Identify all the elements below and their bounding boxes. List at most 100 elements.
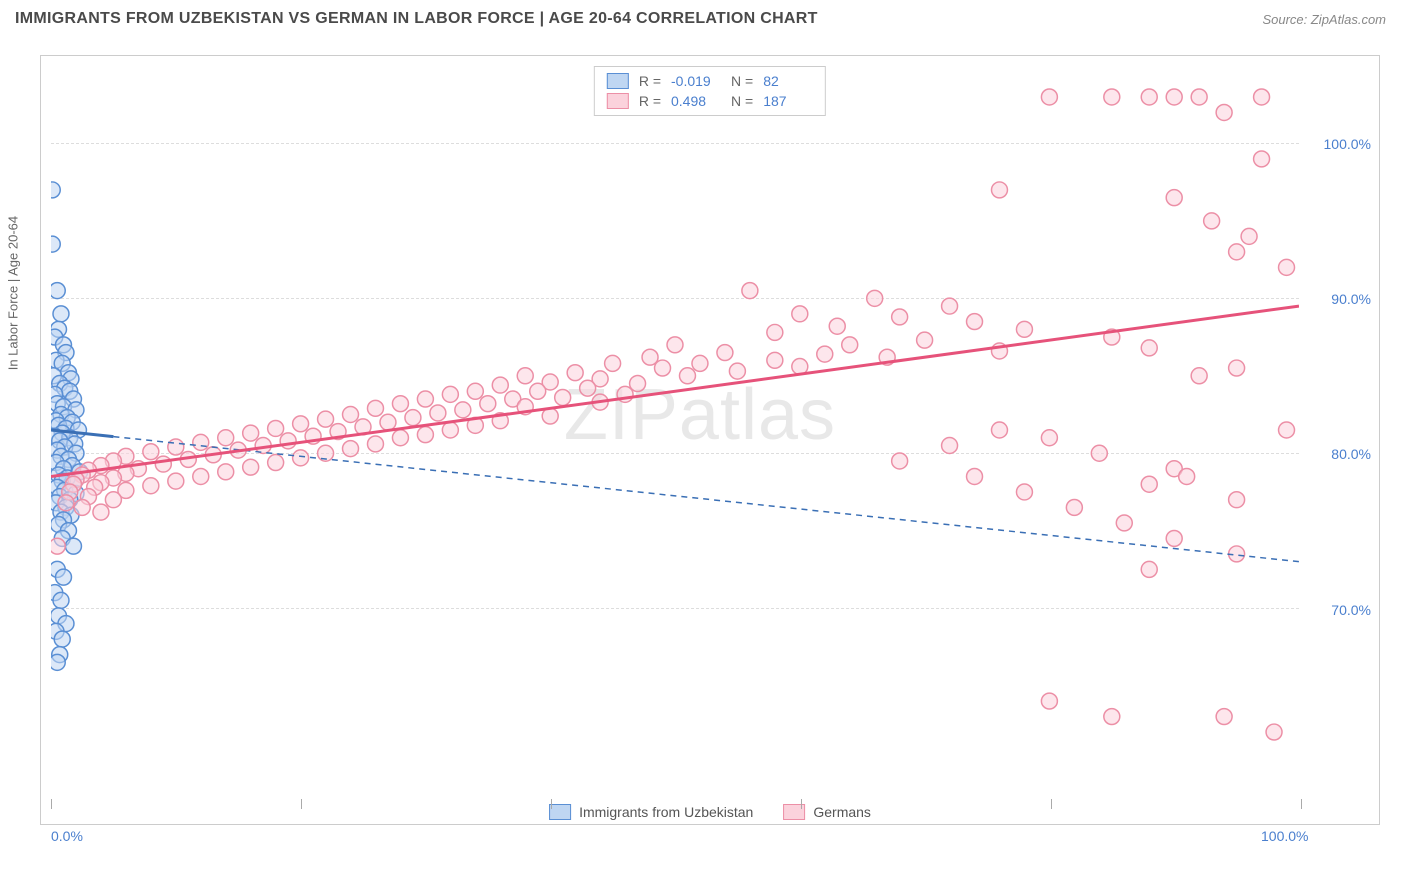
y-tick-label: 90.0%	[1331, 291, 1371, 307]
data-point	[318, 411, 334, 427]
data-point	[1141, 476, 1157, 492]
data-point	[842, 337, 858, 353]
data-point	[729, 363, 745, 379]
data-point	[867, 290, 883, 306]
x-tick-label: 0.0%	[51, 828, 83, 844]
data-point	[1141, 89, 1157, 105]
data-point	[517, 368, 533, 384]
data-point	[1166, 89, 1182, 105]
data-point	[105, 492, 121, 508]
data-point	[892, 309, 908, 325]
data-point	[530, 383, 546, 399]
data-point	[742, 283, 758, 299]
n-label: N =	[731, 73, 753, 89]
data-point	[1229, 360, 1245, 376]
data-point	[51, 182, 60, 198]
data-point	[54, 631, 70, 647]
data-point	[430, 405, 446, 421]
data-point	[1016, 321, 1032, 337]
legend-swatch	[783, 804, 805, 820]
correlation-legend: R =-0.019N =82R =0.498N =187	[594, 66, 826, 116]
source-attribution: Source: ZipAtlas.com	[1262, 12, 1386, 27]
data-point	[53, 306, 69, 322]
data-point	[1141, 561, 1157, 577]
data-point	[268, 420, 284, 436]
data-point	[580, 380, 596, 396]
data-point	[1166, 530, 1182, 546]
data-point	[343, 407, 359, 423]
scatter-plot-svg	[51, 66, 1299, 794]
data-point	[492, 377, 508, 393]
y-tick-label: 80.0%	[1331, 446, 1371, 462]
data-point	[65, 538, 81, 554]
data-point	[991, 182, 1007, 198]
data-point	[942, 298, 958, 314]
y-axis-label: In Labor Force | Age 20-64	[6, 216, 21, 370]
r-label: R =	[639, 93, 661, 109]
data-point	[193, 434, 209, 450]
data-point	[967, 468, 983, 484]
data-point	[1016, 484, 1032, 500]
data-point	[243, 425, 259, 441]
data-point	[343, 441, 359, 457]
data-point	[605, 355, 621, 371]
data-point	[467, 383, 483, 399]
data-point	[1241, 228, 1257, 244]
data-point	[168, 439, 184, 455]
data-point	[667, 337, 683, 353]
legend-stat-row: R =0.498N =187	[607, 91, 813, 111]
data-point	[51, 538, 65, 554]
data-point	[942, 438, 958, 454]
data-point	[293, 450, 309, 466]
data-point	[1279, 422, 1295, 438]
data-point	[268, 455, 284, 471]
x-tick	[1301, 799, 1302, 809]
data-point	[1041, 430, 1057, 446]
data-point	[392, 430, 408, 446]
data-point	[51, 654, 65, 670]
chart-title: IMMIGRANTS FROM UZBEKISTAN VS GERMAN IN …	[15, 10, 818, 28]
data-point	[55, 569, 71, 585]
x-tick	[551, 799, 552, 809]
legend-swatch	[607, 93, 629, 109]
legend-stat-row: R =-0.019N =82	[607, 71, 813, 91]
data-point	[143, 444, 159, 460]
data-point	[1104, 89, 1120, 105]
data-point	[1041, 693, 1057, 709]
data-point	[555, 389, 571, 405]
r-label: R =	[639, 73, 661, 89]
legend-label: Germans	[813, 804, 871, 820]
data-point	[155, 456, 171, 472]
data-point	[1066, 499, 1082, 515]
data-point	[53, 592, 69, 608]
data-point	[218, 430, 234, 446]
x-tick	[1051, 799, 1052, 809]
data-point	[717, 345, 733, 361]
data-point	[1041, 89, 1057, 105]
data-point	[58, 495, 74, 511]
x-tick	[51, 799, 52, 809]
data-point	[1191, 89, 1207, 105]
data-point	[1191, 368, 1207, 384]
data-point	[1254, 151, 1270, 167]
legend-item: Immigrants from Uzbekistan	[549, 804, 753, 820]
data-point	[767, 324, 783, 340]
data-point	[1104, 709, 1120, 725]
data-point	[1091, 445, 1107, 461]
data-point	[293, 416, 309, 432]
data-point	[417, 427, 433, 443]
data-point	[1116, 515, 1132, 531]
data-point	[1204, 213, 1220, 229]
data-point	[243, 459, 259, 475]
data-point	[655, 360, 671, 376]
data-point	[1229, 492, 1245, 508]
data-point	[1254, 89, 1270, 105]
trend-line-dashed	[113, 437, 1299, 562]
data-point	[380, 414, 396, 430]
data-point	[1216, 104, 1232, 120]
data-point	[892, 453, 908, 469]
data-point	[1229, 244, 1245, 260]
data-point	[991, 422, 1007, 438]
data-point	[692, 355, 708, 371]
data-point	[367, 400, 383, 416]
